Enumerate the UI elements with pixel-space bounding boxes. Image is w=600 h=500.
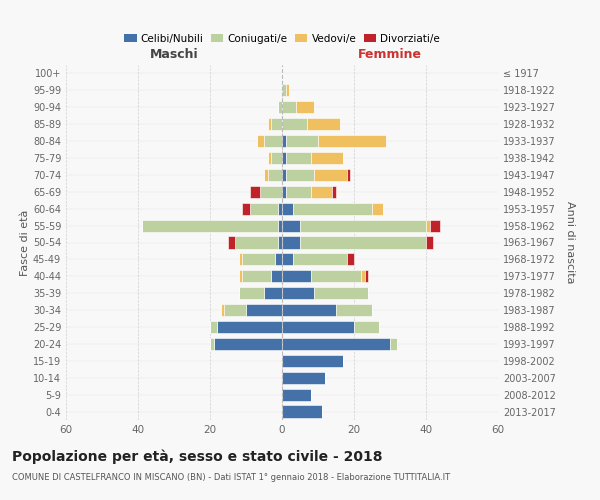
Bar — [282, 354, 343, 367]
Text: Maschi: Maschi — [149, 48, 199, 62]
Bar — [426, 220, 430, 232]
Bar — [278, 101, 282, 114]
Bar — [282, 152, 286, 164]
Bar — [282, 338, 390, 350]
Bar — [307, 118, 340, 130]
Bar — [210, 338, 214, 350]
Bar — [282, 321, 354, 333]
Bar — [293, 254, 347, 266]
Bar — [282, 287, 314, 300]
Bar — [282, 220, 300, 232]
Bar — [224, 304, 246, 316]
Bar — [250, 186, 260, 198]
Bar — [268, 169, 282, 181]
Bar — [242, 202, 250, 215]
Bar — [282, 270, 311, 282]
Bar — [300, 220, 426, 232]
Bar — [426, 236, 433, 248]
Bar — [250, 202, 278, 215]
Text: Femmine: Femmine — [358, 48, 422, 62]
Bar — [336, 304, 372, 316]
Bar — [314, 287, 368, 300]
Bar — [311, 186, 332, 198]
Bar — [318, 135, 386, 147]
Bar — [221, 304, 224, 316]
Bar — [214, 338, 282, 350]
Bar — [311, 152, 343, 164]
Bar — [217, 321, 282, 333]
Y-axis label: Anni di nascita: Anni di nascita — [565, 201, 575, 284]
Bar — [282, 388, 311, 400]
Bar — [242, 270, 271, 282]
Bar — [282, 169, 286, 181]
Bar — [235, 236, 278, 248]
Text: Popolazione per età, sesso e stato civile - 2018: Popolazione per età, sesso e stato civil… — [12, 450, 383, 464]
Bar — [142, 220, 278, 232]
Bar — [286, 169, 314, 181]
Bar — [239, 270, 242, 282]
Bar — [239, 254, 242, 266]
Bar — [264, 135, 282, 147]
Bar — [282, 186, 286, 198]
Bar — [282, 101, 296, 114]
Bar — [282, 372, 325, 384]
Bar — [361, 270, 365, 282]
Bar — [246, 304, 282, 316]
Bar — [264, 287, 282, 300]
Bar — [347, 169, 350, 181]
Bar — [390, 338, 397, 350]
Bar — [268, 118, 271, 130]
Bar — [286, 135, 318, 147]
Bar — [282, 84, 286, 96]
Bar — [210, 321, 217, 333]
Bar — [275, 254, 282, 266]
Bar — [296, 101, 314, 114]
Bar — [282, 304, 336, 316]
Legend: Celibi/Nubili, Coniugati/e, Vedovi/e, Divorziati/e: Celibi/Nubili, Coniugati/e, Vedovi/e, Di… — [120, 30, 444, 48]
Bar — [300, 236, 426, 248]
Bar — [311, 270, 361, 282]
Bar — [282, 118, 307, 130]
Bar — [372, 202, 383, 215]
Bar — [282, 254, 293, 266]
Bar — [264, 169, 268, 181]
Bar — [347, 254, 354, 266]
Bar — [282, 406, 322, 417]
Bar — [228, 236, 235, 248]
Bar — [242, 254, 275, 266]
Bar — [271, 152, 282, 164]
Bar — [239, 287, 264, 300]
Bar — [271, 270, 282, 282]
Bar — [282, 135, 286, 147]
Bar — [430, 220, 440, 232]
Bar — [332, 186, 336, 198]
Bar — [257, 135, 264, 147]
Y-axis label: Fasce di età: Fasce di età — [20, 210, 30, 276]
Bar — [286, 84, 289, 96]
Bar — [260, 186, 282, 198]
Bar — [278, 220, 282, 232]
Bar — [278, 202, 282, 215]
Text: COMUNE DI CASTELFRANCO IN MISCANO (BN) - Dati ISTAT 1° gennaio 2018 - Elaborazio: COMUNE DI CASTELFRANCO IN MISCANO (BN) -… — [12, 472, 450, 482]
Bar — [282, 202, 293, 215]
Bar — [314, 169, 347, 181]
Bar — [293, 202, 372, 215]
Bar — [365, 270, 368, 282]
Bar — [268, 152, 271, 164]
Bar — [282, 236, 300, 248]
Bar — [271, 118, 282, 130]
Bar — [286, 186, 311, 198]
Bar — [286, 152, 311, 164]
Bar — [354, 321, 379, 333]
Bar — [278, 236, 282, 248]
